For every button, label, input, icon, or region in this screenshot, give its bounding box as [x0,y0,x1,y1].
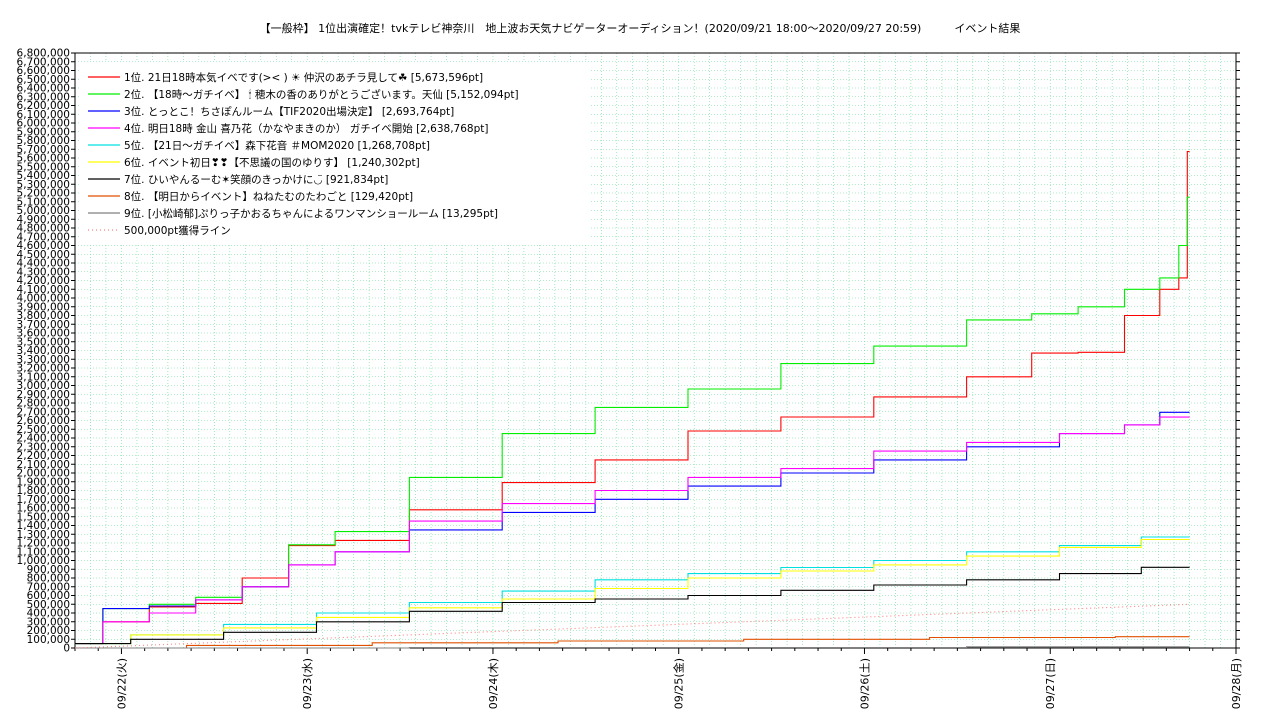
y-tick-label: 2,800,000 [17,398,70,410]
y-tick-label: 5,100,000 [17,196,70,208]
y-tick-label: 5,700,000 [17,144,70,156]
series-line-8 [75,636,1190,649]
y-tick-label: 5,200,000 [17,188,70,200]
y-tick-label: 2,000,000 [17,468,70,480]
y-tick-label: 6,500,000 [17,74,70,86]
y-tick-label: 6,300,000 [17,91,70,103]
x-tick-label: 09/28(月) [1230,658,1243,709]
legend-label: 2位. 【18時～ガチイベ】 🕯 穂木の香のありがとうございます。天仙 [5,1… [124,88,519,101]
y-tick-label: 5,900,000 [17,126,70,138]
y-tick-label: 4,700,000 [17,231,70,243]
legend: 1位. 21日18時本気イベです(>< ) ☀ 仲沢のあチラ見して☘ [5,67… [80,62,590,243]
y-tick-label: 1,100,000 [17,546,70,558]
y-tick-label: 3,800,000 [17,310,70,322]
y-tick-label: 1,000,000 [17,555,70,567]
y-tick-label: 0 [63,643,70,655]
y-tick-label: 6,600,000 [17,65,70,77]
legend-label: 1位. 21日18時本気イベです(>< ) ☀ 仲沢のあチラ見して☘ [5,67… [124,71,483,84]
y-tick-label: 6,000,000 [17,118,70,130]
series-line-4 [75,416,1190,645]
y-tick-label: 3,700,000 [17,319,70,331]
y-tick-label: 6,800,000 [17,48,70,60]
y-tick-label: 2,900,000 [17,389,70,401]
legend-label: 5位. 【21日～ガチイベ】森下花音 ＃MOM2020 [1,268,708pt… [124,139,430,152]
y-tick-label: 6,700,000 [17,56,70,68]
y-tick-label: 800,000 [27,573,70,585]
series-line-9 [75,646,1190,649]
y-tick-label: 4,200,000 [17,275,70,287]
y-tick-label: 4,500,000 [17,249,70,261]
y-tick-label: 1,300,000 [17,529,70,541]
y-tick-label: 4,100,000 [17,284,70,296]
y-tick-label: 2,500,000 [17,424,70,436]
series-line-7 [75,566,1190,645]
y-tick-label: 6,200,000 [17,100,70,112]
y-tick-label: 5,000,000 [17,205,70,217]
y-tick-label: 5,800,000 [17,135,70,147]
y-tick-label: 4,800,000 [17,223,70,235]
y-tick-label: 3,900,000 [17,301,70,313]
y-tick-label: 3,400,000 [17,345,70,357]
y-tick-label: 4,600,000 [17,240,70,252]
series-layer [74,151,1190,649]
y-tick-label: 4,000,000 [17,293,70,305]
series-line-6 [75,538,1190,645]
x-tick-label: 09/25(金) [672,658,686,709]
y-tick-label: 4,400,000 [17,258,70,270]
y-tick-label: 500,000 [27,599,70,611]
y-tick-label: 1,800,000 [17,485,70,497]
legend-label: 8位. 【明日からイベント】ねねたむのたわごと [129,420pt] [124,190,413,203]
x-tick-label: 09/22(火) [115,658,128,709]
y-tick-label: 2,100,000 [17,459,70,471]
y-tick-label: 1,600,000 [17,503,70,515]
axis-layer: 0100,000200,000300,000400,000500,000600,… [17,48,1243,710]
y-tick-label: 1,700,000 [17,494,70,506]
legend-label: 4位. 明日18時 金山 喜乃花（かなやまきのか） ガチイベ開始 [2,638,… [124,122,488,135]
legend-label: 7位. ひいやんるーむ✶笑顔のきっかけに◡̈ [921,834pt] [124,173,388,186]
legend-label: 500,000pt獲得ライン [124,224,231,237]
legend-label: 3位. とっとこ！ちさぽんルーム【TIF2020出場決定】 [2,693,764… [124,105,454,118]
y-tick-label: 3,500,000 [17,336,70,348]
y-tick-label: 1,200,000 [17,538,70,550]
y-tick-label: 2,300,000 [17,441,70,453]
y-tick-label: 5,600,000 [17,153,70,165]
y-tick-label: 900,000 [27,564,70,576]
y-tick-label: 2,600,000 [17,415,70,427]
y-tick-label: 3,600,000 [17,328,70,340]
chart-title: 【一般枠】 1位出演確定！tvkテレビ神奈川 地上波お天気ナビゲーターオーディシ… [259,22,1021,35]
y-tick-label: 1,500,000 [17,511,70,523]
x-tick-label: 09/26(土) [858,658,871,709]
legend-label: 9位. [小松崎郁]ぷりっ子かおるちゃんによるワンマンショールーム [13,29… [124,207,498,220]
y-tick-label: 3,200,000 [17,363,70,375]
y-tick-label: 300,000 [27,616,70,628]
y-tick-label: 200,000 [27,625,70,637]
y-tick-label: 2,200,000 [17,450,70,462]
y-tick-label: 3,100,000 [17,371,70,383]
legend-label: 6位. イベント初日❣❣【不思議の国のゆりす】 [1,240,302pt] [124,156,420,169]
y-tick-label: 4,900,000 [17,214,70,226]
y-tick-label: 4,300,000 [17,266,70,278]
y-tick-label: 3,000,000 [17,380,70,392]
y-tick-label: 5,300,000 [17,179,70,191]
y-tick-label: 700,000 [27,581,70,593]
y-tick-label: 6,400,000 [17,83,70,95]
y-tick-label: 1,400,000 [17,520,70,532]
y-tick-label: 5,400,000 [17,170,70,182]
y-tick-label: 1,900,000 [17,476,70,488]
y-tick-label: 2,700,000 [17,406,70,418]
x-tick-label: 09/27(日) [1044,658,1057,709]
y-tick-label: 6,100,000 [17,109,70,121]
x-tick-label: 09/24(木) [487,658,500,709]
y-tick-label: 2,400,000 [17,433,70,445]
x-tick-label: 09/23(水) [301,658,314,709]
legend-box [80,62,590,243]
y-tick-label: 3,300,000 [17,354,70,366]
y-tick-label: 600,000 [27,590,70,602]
series-line-2 [75,196,1190,645]
y-tick-label: 5,500,000 [17,161,70,173]
y-tick-label: 400,000 [27,608,70,620]
series-line-1 [75,151,1190,645]
y-tick-label: 100,000 [27,634,70,646]
